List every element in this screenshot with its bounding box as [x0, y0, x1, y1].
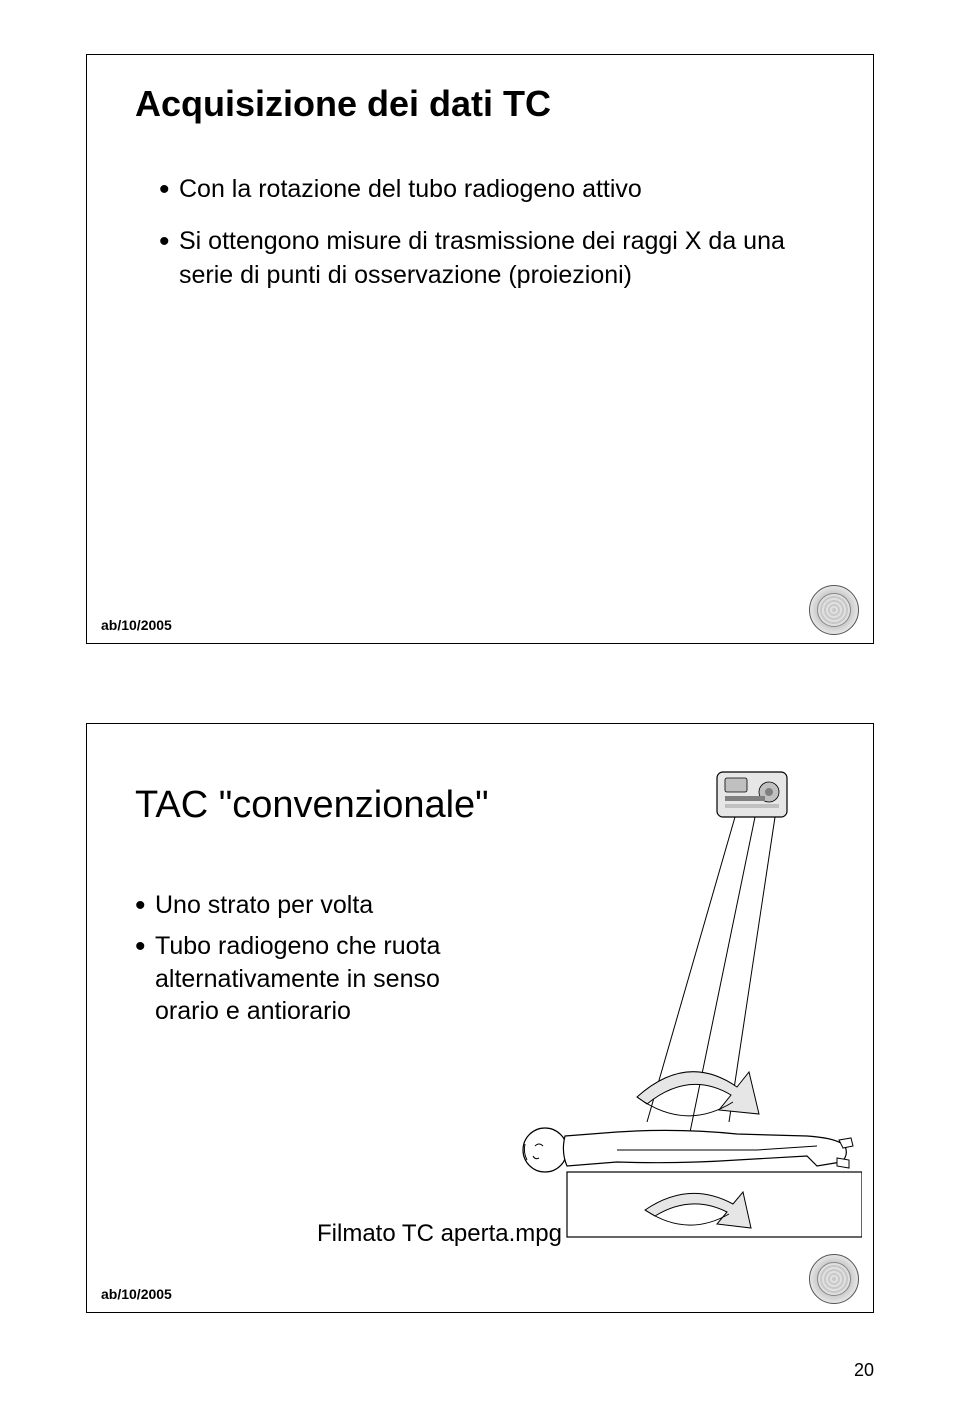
footer-date: ab/10/2005 [101, 617, 172, 633]
slide-1-bullets: • Con la rotazione del tubo radiogeno at… [159, 173, 813, 310]
page-number: 20 [854, 1360, 874, 1381]
bullet-item: • Uno strato per volta [135, 889, 475, 922]
bullet-text: Si ottengono misure di trasmissione dei … [179, 225, 813, 293]
ct-scanner-diagram [497, 762, 862, 1242]
footer-date: ab/10/2005 [101, 1286, 172, 1302]
bullet-item: • Si ottengono misure di trasmissione de… [159, 225, 813, 293]
diagram-svg [497, 762, 862, 1242]
slide-1: Acquisizione dei dati TC • Con la rotazi… [86, 54, 874, 644]
video-link[interactable]: Filmato TC aperta.mpg [317, 1220, 562, 1248]
slide-2-bullets: • Uno strato per volta • Tubo radiogeno … [135, 889, 475, 1036]
bullet-dot-icon: • [159, 173, 179, 207]
bullet-text: Con la rotazione del tubo radiogeno atti… [179, 173, 813, 207]
bullet-dot-icon: • [135, 889, 155, 922]
xray-tube-icon [717, 772, 787, 817]
slide-2: TAC "convenzionale" • Uno strato per vol… [86, 723, 874, 1313]
bullet-text: Tubo radiogeno che ruota alternativament… [155, 930, 475, 1028]
slide-2-title: TAC "convenzionale" [135, 784, 489, 827]
university-seal-icon [809, 585, 859, 635]
bullet-dot-icon: • [159, 225, 179, 293]
university-seal-icon [809, 1254, 859, 1304]
bullet-item: • Tubo radiogeno che ruota alternativame… [135, 930, 475, 1028]
slide-1-title: Acquisizione dei dati TC [135, 83, 551, 125]
bullet-item: • Con la rotazione del tubo radiogeno at… [159, 173, 813, 207]
bullet-text: Uno strato per volta [155, 889, 475, 922]
beam-line [729, 817, 775, 1122]
patient-icon [523, 1128, 853, 1172]
bullet-dot-icon: • [135, 930, 155, 1028]
